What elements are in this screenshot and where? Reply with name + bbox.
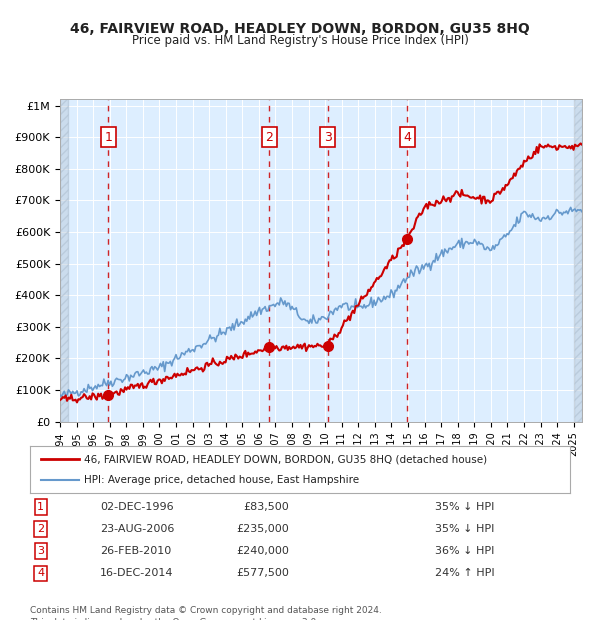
Text: 3: 3: [324, 131, 332, 144]
Text: 1: 1: [104, 131, 112, 144]
Text: 2: 2: [266, 131, 274, 144]
Text: 23-AUG-2006: 23-AUG-2006: [100, 524, 175, 534]
Text: £83,500: £83,500: [244, 502, 289, 512]
Text: 16-DEC-2014: 16-DEC-2014: [100, 569, 174, 578]
Text: £240,000: £240,000: [236, 546, 289, 556]
Text: 4: 4: [37, 569, 44, 578]
Text: 02-DEC-1996: 02-DEC-1996: [100, 502, 174, 512]
Text: Contains HM Land Registry data © Crown copyright and database right 2024.: Contains HM Land Registry data © Crown c…: [30, 606, 382, 616]
Text: HPI: Average price, detached house, East Hampshire: HPI: Average price, detached house, East…: [84, 475, 359, 485]
Text: 35% ↓ HPI: 35% ↓ HPI: [435, 502, 494, 512]
Text: 46, FAIRVIEW ROAD, HEADLEY DOWN, BORDON, GU35 8HQ (detached house): 46, FAIRVIEW ROAD, HEADLEY DOWN, BORDON,…: [84, 454, 487, 464]
Text: 3: 3: [37, 546, 44, 556]
Text: 36% ↓ HPI: 36% ↓ HPI: [435, 546, 494, 556]
Text: 26-FEB-2010: 26-FEB-2010: [100, 546, 172, 556]
Text: Price paid vs. HM Land Registry's House Price Index (HPI): Price paid vs. HM Land Registry's House …: [131, 34, 469, 47]
Text: £235,000: £235,000: [236, 524, 289, 534]
Text: 4: 4: [403, 131, 411, 144]
Text: £577,500: £577,500: [236, 569, 289, 578]
Text: This data is licensed under the Open Government Licence v3.0.: This data is licensed under the Open Gov…: [30, 618, 319, 620]
Text: 46, FAIRVIEW ROAD, HEADLEY DOWN, BORDON, GU35 8HQ: 46, FAIRVIEW ROAD, HEADLEY DOWN, BORDON,…: [70, 22, 530, 36]
Text: 1: 1: [37, 502, 44, 512]
Text: 35% ↓ HPI: 35% ↓ HPI: [435, 524, 494, 534]
Text: 24% ↑ HPI: 24% ↑ HPI: [435, 569, 494, 578]
Text: 2: 2: [37, 524, 44, 534]
